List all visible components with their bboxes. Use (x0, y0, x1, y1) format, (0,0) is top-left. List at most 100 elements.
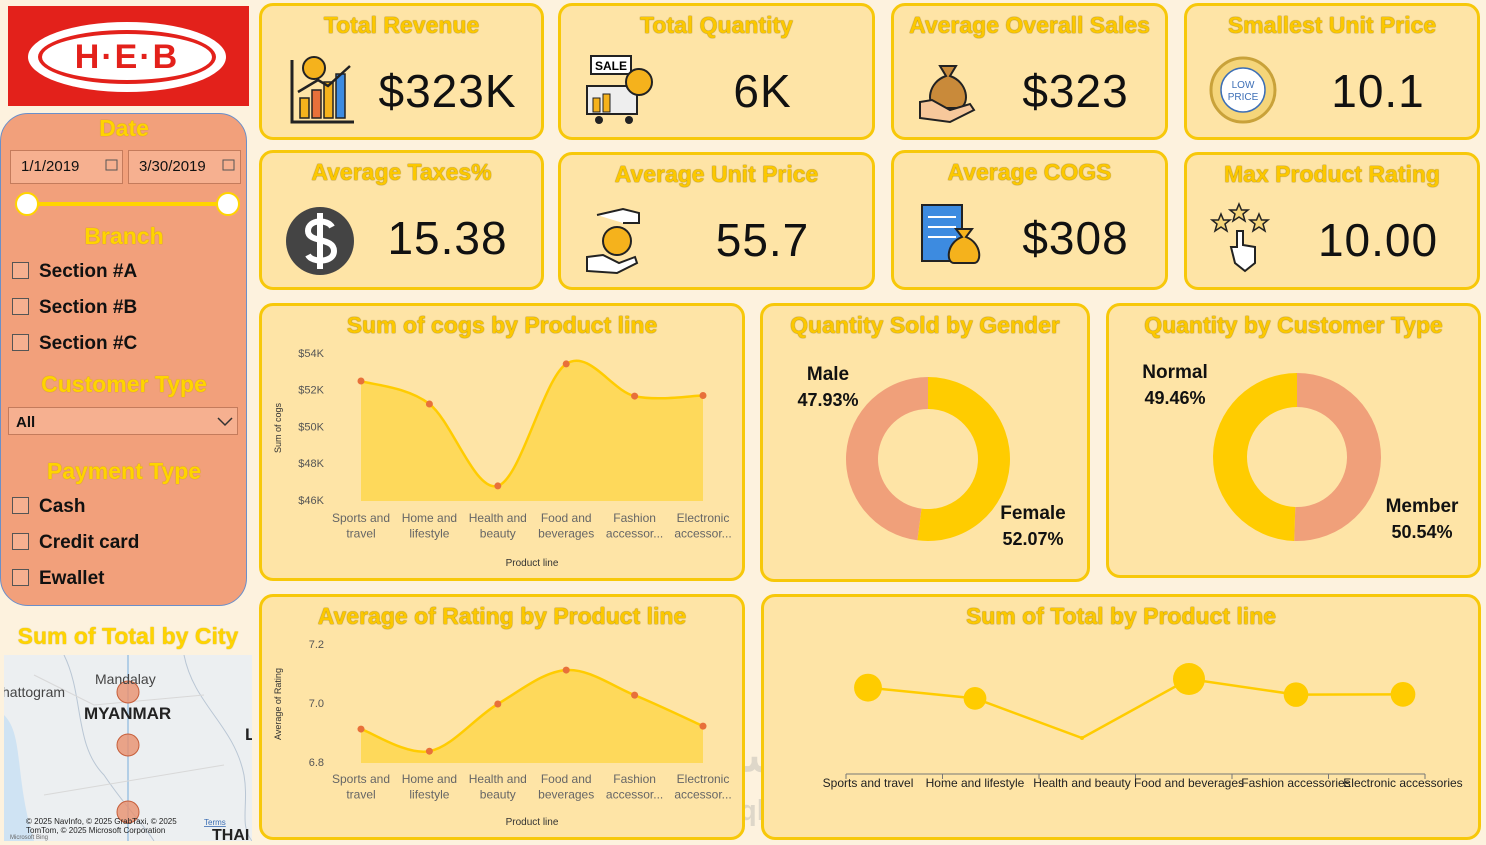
line (360, 668, 704, 753)
checkbox[interactable] (12, 334, 29, 351)
date-end[interactable]: 3/30/2019 (128, 150, 241, 184)
slice-value-label: 52.07% (1002, 529, 1063, 549)
icon-bag (947, 228, 981, 264)
map-bubble[interactable] (116, 680, 140, 704)
x-tick-label: Health and beauty (469, 772, 527, 802)
bubble (854, 673, 882, 702)
checkbox[interactable] (12, 569, 29, 586)
icon-bar (311, 89, 322, 119)
dropdown-value: All (16, 414, 36, 431)
chevron (217, 417, 233, 427)
kpi-value: 6K (733, 65, 792, 117)
slider-handle[interactable] (216, 192, 240, 216)
map-border (183, 655, 252, 841)
icon-bar (335, 73, 346, 119)
slice-label: Normal (1142, 362, 1207, 383)
kpi-value: $323K (378, 65, 517, 117)
option-label: Section #A (39, 261, 138, 282)
x-tick-label: Electronic accessories (1343, 776, 1462, 790)
x-tick-label: Home and lifestyle (402, 772, 457, 802)
kpi-value: 10.00 (1317, 214, 1439, 266)
icon-hand (919, 98, 976, 124)
kpi-title: Average Taxes% (311, 159, 492, 185)
donut-slice (1213, 373, 1297, 541)
option-label: Ewallet (39, 568, 105, 589)
map-provider: Microsoft Bing (10, 835, 48, 841)
date-slider (15, 159, 240, 216)
bubble (1080, 736, 1084, 740)
x-tick-label: Sports and travel (332, 511, 390, 541)
bubble (1173, 663, 1205, 695)
kpi-card: Smallest Unit Price LOW PRICE 10.1 (1184, 3, 1480, 140)
icon-hand (596, 207, 640, 224)
y-tick-label: $48K (298, 458, 324, 470)
logo-panel: H·E·B (8, 6, 249, 106)
date-start[interactable]: 1/1/2019 (10, 150, 123, 184)
kpi-title: Total Quantity (640, 12, 793, 38)
chart-title: Quantity by Customer Type (1144, 312, 1443, 338)
x-axis-title: Product line (506, 558, 559, 569)
x-tick-label: Electronic accessor... (674, 772, 731, 802)
data-point (562, 360, 570, 368)
checkbox[interactable] (12, 497, 29, 514)
icon-coin (602, 226, 632, 256)
x-tick-label: Health and beauty (469, 511, 527, 541)
x-tick-label: Fashion accessor... (606, 772, 663, 802)
kpi-title: Average COGS (947, 159, 1112, 185)
data-point (357, 377, 365, 385)
logo-text: H·E·B (38, 30, 216, 84)
icon-star (1247, 212, 1271, 233)
kpi-card: Average Overall Sales $323 (891, 3, 1168, 140)
icon-badge-text: PRICE (1228, 92, 1259, 103)
kpi-card: Max Product Rating 10.00 (1184, 152, 1480, 290)
y-tick-label: 7.0 (309, 698, 324, 710)
option-label: Cash (39, 496, 86, 517)
data-point (425, 400, 433, 408)
icon-hand (1229, 230, 1256, 273)
icon-bar (323, 81, 334, 119)
map-bubble[interactable] (116, 800, 140, 824)
dropdown[interactable]: All (8, 407, 238, 435)
kpi-icon (919, 65, 976, 124)
icon-bar (602, 93, 611, 113)
map-terms[interactable]: Terms (204, 818, 226, 827)
line (867, 677, 1404, 740)
x-tick-label: Fashion accessor... (606, 511, 663, 541)
chart-card: 6.8 7.0 7.2 Average of Rating Sports and trav… (259, 594, 745, 840)
x-tick-label: Electronic accessor... (674, 511, 731, 541)
filter-title: Branch (84, 223, 164, 249)
kpi-card: Total Revenue $323K (259, 3, 544, 140)
slider-handle[interactable] (15, 192, 39, 216)
y-tick-label: $54K (298, 348, 324, 360)
kpi-title: Max Product Rating (1224, 161, 1440, 187)
kpi-icon: SALE (586, 55, 653, 124)
chart-card: $46K $48K $50K $52K $54K Sum of cogs Sports an… (259, 303, 745, 581)
chart-title: Sum of Total by Product line (965, 603, 1277, 629)
y-axis-title: Sum of cogs (273, 402, 283, 453)
slice-label: Member (1386, 496, 1459, 517)
kpi-icon (921, 204, 981, 264)
map-bubble[interactable] (116, 733, 140, 757)
x-tick-label: Food and beverages (538, 772, 594, 802)
chart: Female 52.07% Male 47.93% (797, 364, 1065, 549)
area-fill (361, 669, 703, 763)
icon-badge-inner (1220, 67, 1266, 113)
filter-title: Customer Type (41, 371, 207, 397)
kpi-title: Average Overall Sales (909, 12, 1150, 38)
x-tick-label: Food and beverages (1134, 776, 1244, 790)
y-tick-label: $46K (298, 495, 324, 507)
chart: 6.8 7.0 7.2 Average of Rating Sports and trav… (273, 639, 732, 828)
icon-axis (290, 60, 354, 124)
y-tick-label: 6.8 (309, 757, 324, 769)
y-tick-label: 7.2 (309, 639, 324, 651)
kpi-card: Average Unit Price 55.7 (558, 152, 875, 290)
x-tick-label: Sports and travel (332, 772, 390, 802)
kpi-title: Total Revenue (323, 12, 480, 38)
checkbox[interactable] (12, 533, 29, 550)
kpi-icon (290, 56, 354, 124)
kpi-card: Average COGS $308 (891, 150, 1168, 290)
checkbox[interactable] (12, 298, 29, 315)
checkbox[interactable] (12, 262, 29, 279)
